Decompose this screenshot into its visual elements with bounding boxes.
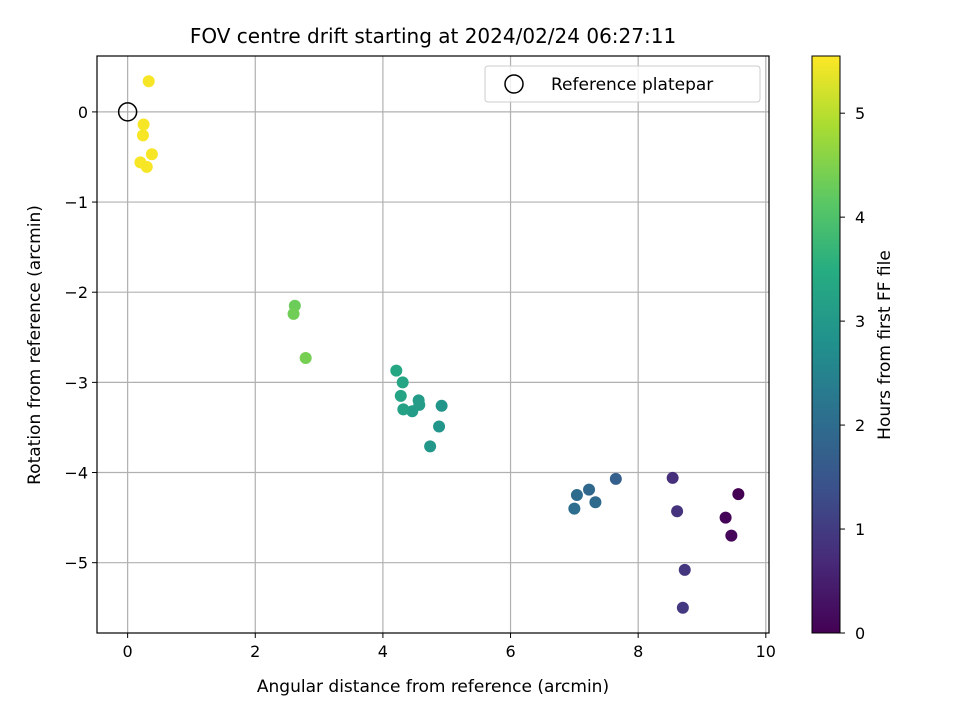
x-tick-label: 8 [633,642,643,661]
y-tick-label: −1 [64,193,88,212]
x-tick-label: 0 [123,642,133,661]
y-tick-label: −5 [64,554,88,573]
data-point [406,405,419,418]
data-point [719,511,732,524]
legend: Reference platepar [484,65,761,103]
data-point [137,118,150,131]
y-axis-label: Rotation from reference (arcmin) [25,205,45,485]
colorbar-tick-label: 0 [855,624,865,643]
legend-label: Reference platepar [551,75,713,95]
y-tick-label: −4 [64,464,88,483]
data-point [676,601,689,614]
data-point [678,563,691,576]
data-point [671,505,684,518]
y-tick-label: 0 [78,103,88,122]
plot-frame [96,55,770,634]
data-point [390,364,403,377]
colorbar-tick-label: 5 [855,104,865,123]
data-point [394,389,407,402]
y-axis-ticks: 0 −1 −2 −3 −4 −5 [64,103,97,573]
colorbar [811,55,841,634]
data-points [134,75,745,614]
x-tick-label: 4 [378,642,388,661]
legend-box [484,65,761,103]
data-point [725,529,738,542]
data-point [424,440,437,453]
data-point [140,160,153,173]
colorbar-tick-label: 2 [855,416,865,435]
y-tick-label: −2 [64,283,88,302]
data-point [396,376,409,389]
chart-title: FOV centre drift starting at 2024/02/24 … [190,24,676,48]
colorbar-tick-label: 3 [855,312,865,331]
x-axis-ticks: 0 2 4 6 8 10 [123,633,776,661]
data-point [732,488,745,501]
colorbar-ticks: 0 1 2 3 4 5 [840,104,865,643]
data-point [142,75,155,88]
data-point [136,129,149,142]
data-point [287,307,300,320]
x-tick-label: 10 [756,642,776,661]
grid-lines [97,56,769,633]
x-tick-label: 6 [505,642,515,661]
y-tick-label: −3 [64,373,88,392]
data-point [145,148,158,161]
data-point [570,489,583,502]
data-point [568,502,581,515]
data-point [589,496,602,509]
reference-platepar-marker [117,102,138,122]
data-point [583,483,596,496]
legend-marker-icon [504,74,524,94]
data-point [609,472,622,485]
data-point [433,420,446,433]
x-tick-label: 2 [250,642,260,661]
data-point [397,403,410,416]
data-point [666,471,679,484]
x-axis-label: Angular distance from reference (arcmin) [257,677,609,697]
data-point [299,352,312,365]
colorbar-label: Hours from first FF file [875,250,895,440]
data-point [435,399,448,412]
colorbar-tick-label: 4 [855,208,865,227]
colorbar-tick-label: 1 [855,520,865,539]
